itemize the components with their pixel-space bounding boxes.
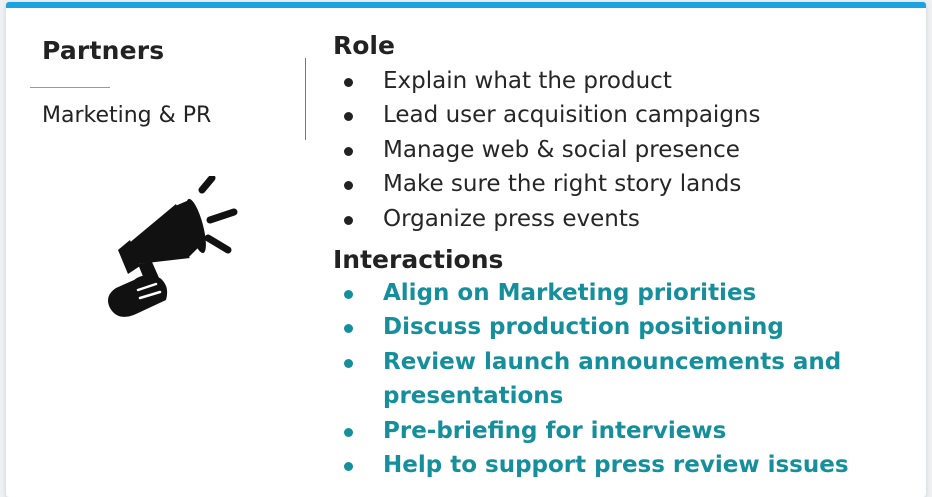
heading-underline [30, 87, 110, 88]
interaction-item: Review launch announcements and presenta… [333, 345, 923, 414]
role-item: Manage web & social presence [333, 133, 923, 167]
role-item: Organize press events [333, 202, 923, 236]
role-item: Explain what the product [333, 64, 923, 98]
details-panel: Role Explain what the product Lead user … [333, 30, 923, 482]
partner-name: Marketing & PR [42, 103, 212, 128]
role-item: Lead user acquisition campaigns [333, 98, 923, 132]
role-item: Make sure the right story lands [333, 167, 923, 201]
megaphone-icon [108, 176, 238, 317]
role-heading: Role [333, 31, 395, 60]
interaction-item: Pre-briefing for interviews [333, 414, 923, 448]
interaction-item: Help to support press review issues [333, 448, 923, 482]
partner-card: Partners Marketing & PR Role Explain wha… [6, 2, 926, 497]
partner-panel: Partners Marketing & PR [30, 36, 282, 128]
interaction-item: Align on Marketing priorities [333, 276, 923, 310]
vertical-divider [305, 58, 306, 140]
interactions-list: Align on Marketing priorities Discuss pr… [333, 276, 923, 482]
role-list: Explain what the product Lead user acqui… [333, 64, 923, 236]
partners-heading: Partners [42, 36, 165, 65]
interactions-heading: Interactions [333, 245, 504, 275]
interaction-item: Discuss production positioning [333, 310, 923, 344]
